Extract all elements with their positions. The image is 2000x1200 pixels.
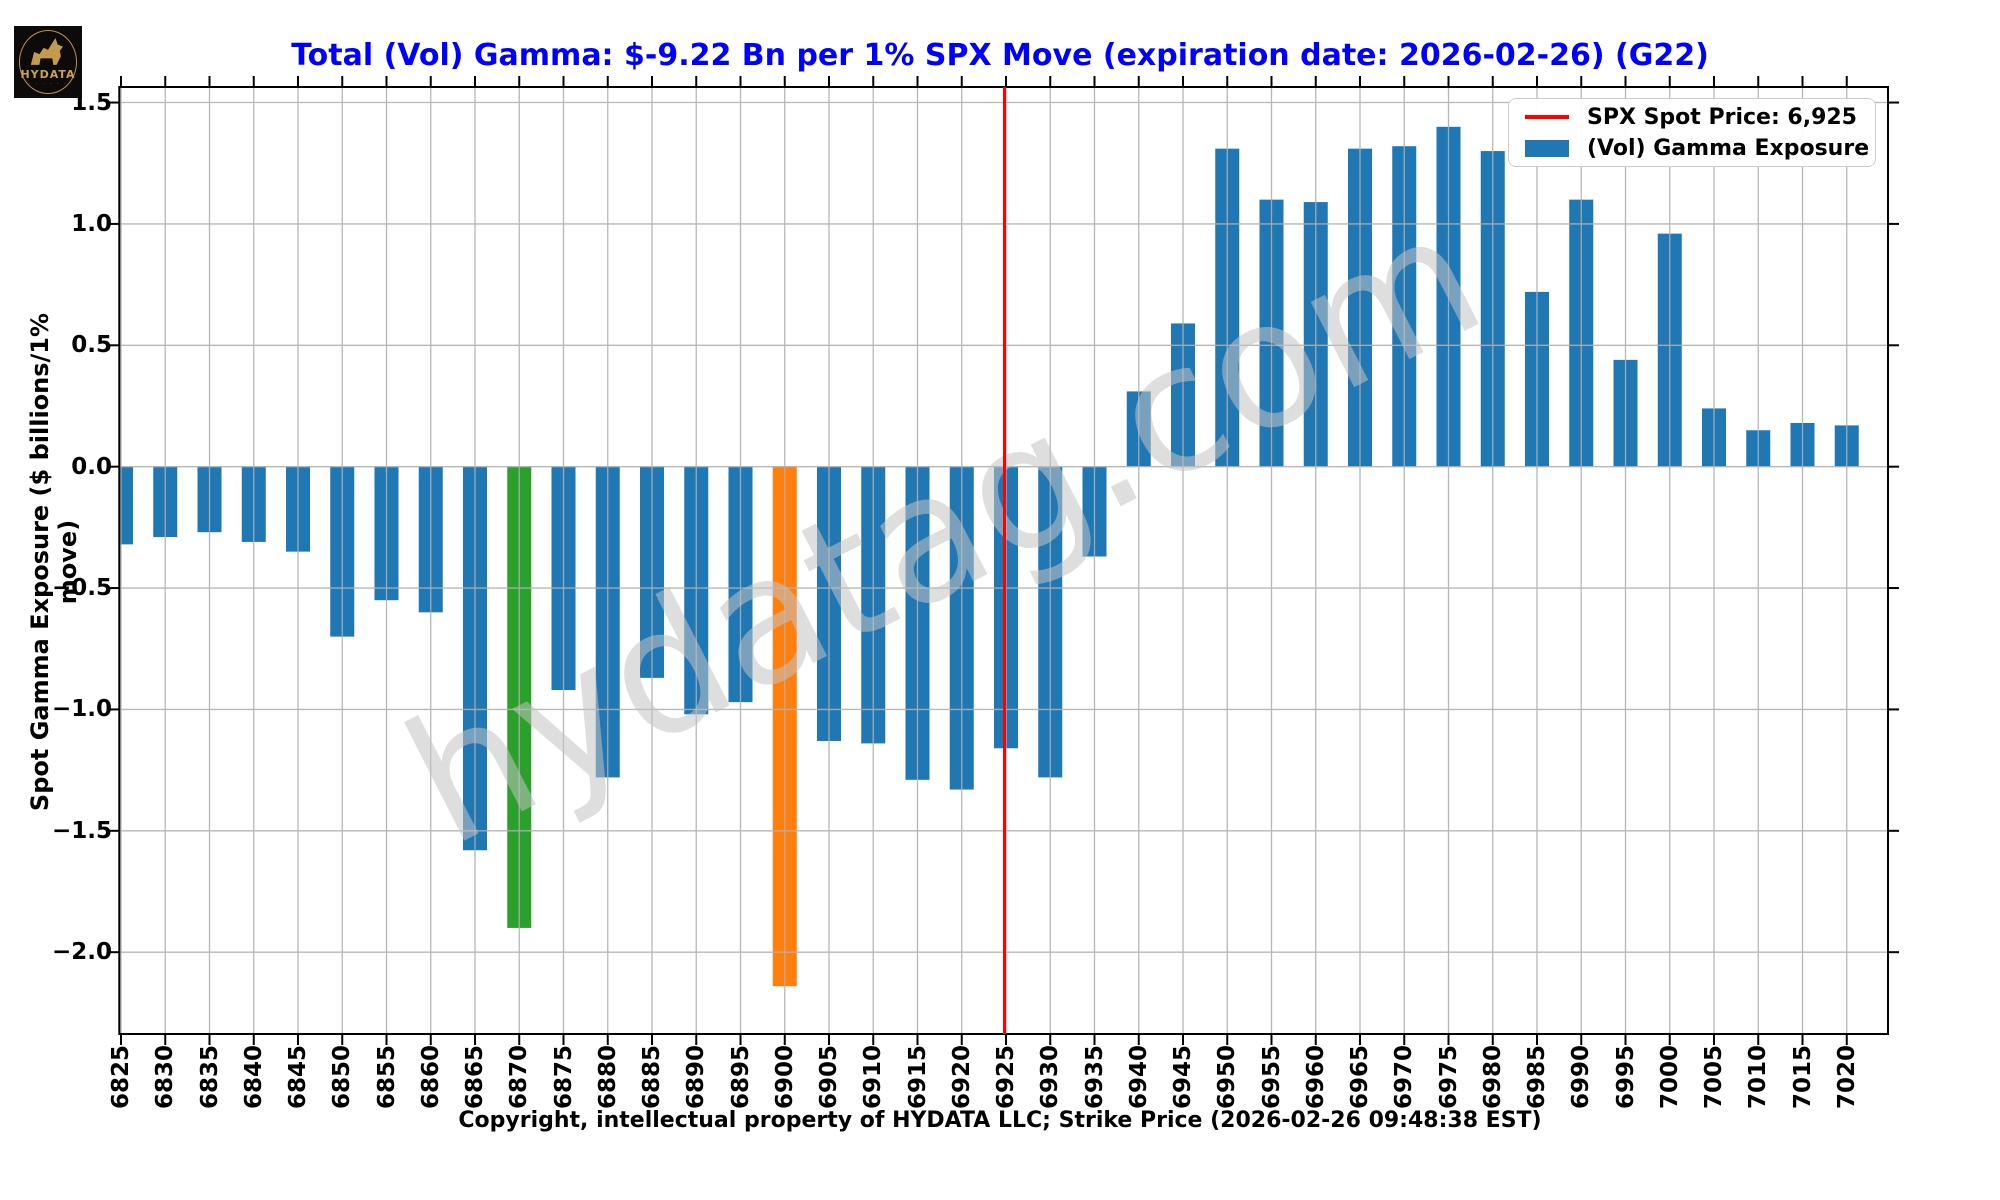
y-tick-label-0.5: 0.5 bbox=[71, 332, 112, 359]
x-tick-label-7020: 7020 bbox=[1833, 1044, 1860, 1109]
copyright-caption: Copyright, intellectual property of HYDA… bbox=[458, 1108, 1542, 1133]
y-tick-label--1.5: −1.5 bbox=[51, 817, 112, 844]
legend-row-spot: SPX Spot Price: 6,925 bbox=[1509, 102, 1875, 133]
legend-box: SPX Spot Price: 6,925 (Vol) Gamma Exposu… bbox=[1508, 98, 1876, 167]
y-tick-label--2: −2.0 bbox=[51, 939, 112, 966]
y-tick-label--0.5: −0.5 bbox=[51, 575, 112, 602]
gamma-swatch-icon bbox=[1525, 139, 1569, 157]
grid-layer bbox=[119, 87, 1888, 1034]
legend-spot-label: SPX Spot Price: 6,925 bbox=[1587, 104, 1857, 130]
legend-gamma-label: (Vol) Gamma Exposure bbox=[1587, 135, 1870, 161]
tick-marks bbox=[108, 76, 1899, 1045]
logo-ring-icon bbox=[19, 30, 77, 94]
y-tick-label-1: 1.0 bbox=[71, 210, 112, 237]
chart-title: Total (Vol) Gamma: $-9.22 Bn per 1% SPX … bbox=[291, 38, 1709, 73]
spot-price-line bbox=[1003, 87, 1006, 1034]
y-axis-title: Spot Gamma Exposure ($ billions/1% move) bbox=[26, 312, 82, 812]
y-tick-label--1: −1.0 bbox=[51, 696, 112, 723]
logo-tagline: · · · · · · bbox=[28, 81, 68, 87]
bars-layer bbox=[119, 126, 1859, 987]
spot-price-line-key-icon bbox=[1525, 115, 1569, 119]
legend-row-gamma: (Vol) Gamma Exposure bbox=[1509, 133, 1875, 164]
hydata-logo: HYDATA · · · · · · bbox=[14, 26, 82, 98]
logo-text: HYDATA bbox=[20, 68, 76, 81]
y-tick-label-0: 0.0 bbox=[71, 453, 112, 480]
bar-6825 bbox=[119, 466, 133, 545]
